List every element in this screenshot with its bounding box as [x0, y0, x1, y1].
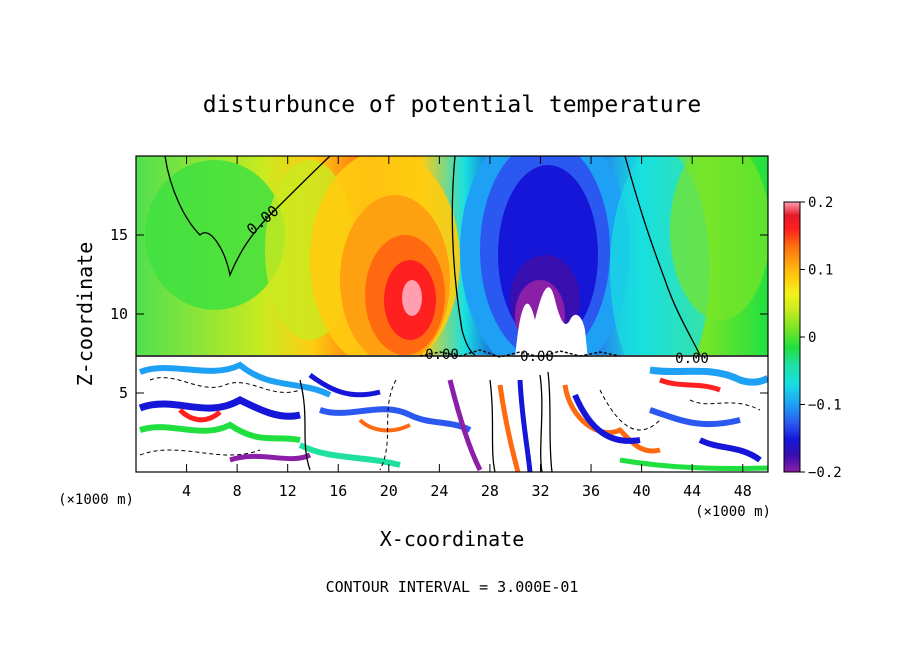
y-axis: 5 10 15: [110, 226, 768, 402]
y-tick-label: 5: [119, 384, 128, 402]
colorbar-tick-label: −0.2: [808, 465, 842, 481]
x-tick-label: 48: [734, 482, 752, 500]
zero-contour-left: [164, 156, 331, 278]
chart-title: disturbunce of potential temperature: [203, 92, 702, 118]
x-tick-label: 28: [481, 482, 499, 500]
colorbar-tick-label: −0.1: [808, 398, 842, 414]
x-axis-label: X-coordinate: [380, 527, 525, 551]
colorbar-ticks: 0.2 0.1 0 −0.1 −0.2: [800, 195, 842, 481]
y-tick-label: 15: [110, 226, 128, 244]
x-axis: 4 8 12 16 20 24 28 32 36 40 44 48: [182, 156, 752, 500]
x-tick-label: 36: [582, 482, 600, 500]
x-tick-label: 20: [380, 482, 398, 500]
x-units-left: (×1000 m): [58, 492, 134, 508]
temperature-field: [136, 156, 768, 472]
colorbar: [783, 201, 801, 473]
zero-contour-right: [624, 156, 701, 356]
x-tick-label: 4: [182, 482, 191, 500]
x-tick-label: 24: [430, 482, 448, 500]
contour-label: 0.00: [675, 351, 709, 367]
zero-contour-middle: [451, 156, 476, 356]
contour-interval-note: CONTOUR INTERVAL = 3.000E-01: [326, 578, 579, 596]
contour-label: 0.00: [520, 349, 554, 365]
colorbar-tick-label: 0.2: [808, 195, 833, 211]
contour-label: 0.00: [425, 347, 459, 363]
x-tick-label: 32: [531, 482, 549, 500]
y-axis-label: Z-coordinate: [73, 242, 97, 387]
x-tick-label: 16: [329, 482, 347, 500]
x-units-right: (×1000 m): [695, 504, 771, 520]
x-tick-label: 40: [633, 482, 651, 500]
y-tick-label: 10: [110, 305, 128, 323]
x-tick-label: 44: [683, 482, 701, 500]
colorbar-tick-label: 0: [808, 330, 816, 346]
x-tick-label: 12: [279, 482, 297, 500]
x-tick-label: 8: [233, 482, 242, 500]
colorbar-tick-label: 0.1: [808, 263, 833, 279]
